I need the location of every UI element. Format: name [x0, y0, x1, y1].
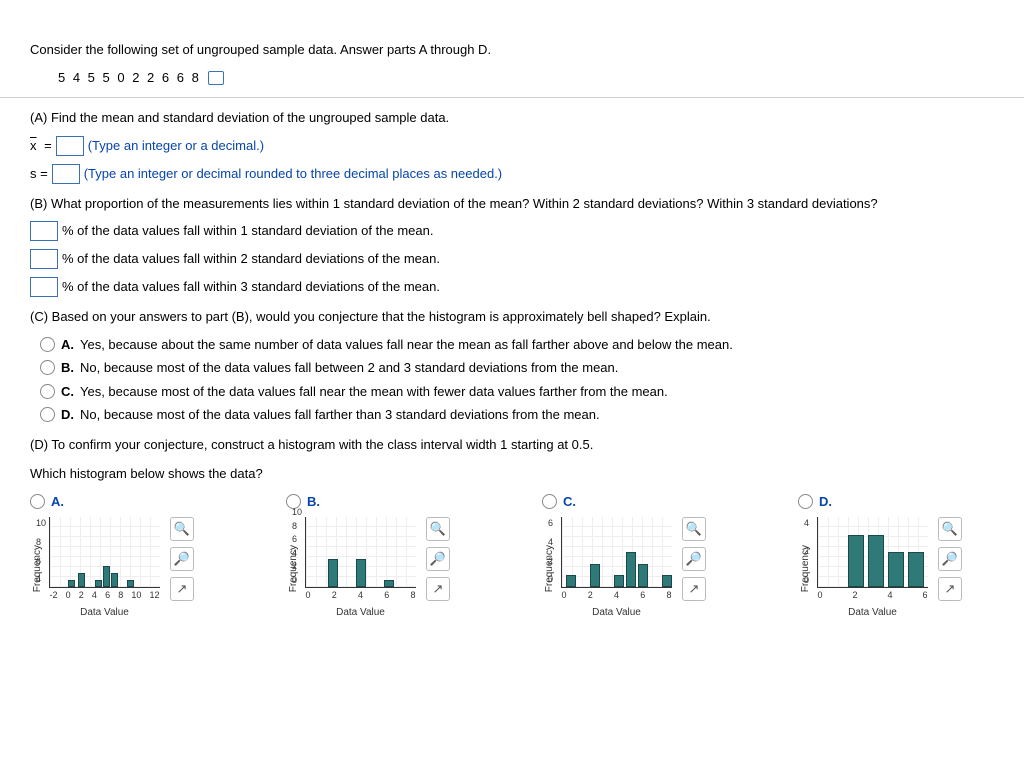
zoom-in-icon[interactable]: 🔍 — [170, 517, 194, 541]
zoom-in-icon[interactable]: 🔍 — [426, 517, 450, 541]
zoom-out-icon[interactable]: 🔎 — [938, 547, 962, 571]
chart-option-label: C. — [563, 492, 576, 512]
sd3-input[interactable] — [30, 277, 58, 297]
chart-option-label: D. — [819, 492, 832, 512]
part-c-option[interactable]: D. No, because most of the data values fa… — [40, 405, 994, 425]
s-label: s = — [30, 164, 48, 184]
radio-icon[interactable] — [542, 494, 557, 509]
histogram-bar — [868, 535, 884, 588]
zoom-in-icon[interactable]: 🔍 — [682, 517, 706, 541]
radio-icon[interactable] — [40, 360, 55, 375]
radio-icon[interactable] — [40, 337, 55, 352]
chart-options-row: A.Frequency46810-2024681012Data Value🔍🔎↗… — [30, 492, 994, 620]
part-d-prompt1: (D) To confirm your conjecture, construc… — [30, 435, 994, 455]
histogram-bar — [848, 535, 864, 588]
radio-icon[interactable] — [40, 407, 55, 422]
option-text: Yes, because about the same number of da… — [80, 335, 733, 355]
option-label: A. — [61, 335, 74, 355]
copy-icon[interactable] — [208, 71, 224, 85]
zoom-out-icon[interactable]: 🔎 — [170, 547, 194, 571]
histogram-bar — [127, 580, 134, 587]
histogram-bar — [111, 573, 118, 587]
option-text: No, because most of the data values fall… — [80, 358, 618, 378]
option-label: C. — [61, 382, 74, 402]
x-axis-label: Data Value — [336, 605, 385, 620]
option-label: B. — [61, 358, 74, 378]
radio-icon[interactable] — [30, 494, 45, 509]
sd3-text: % of the data values fall within 3 stand… — [62, 277, 440, 297]
radio-icon[interactable] — [40, 384, 55, 399]
histogram-bar — [590, 564, 600, 587]
chart-option-label: A. — [51, 492, 64, 512]
chart-option[interactable]: B.Frequency024681002468Data Value🔍🔎↗ — [286, 492, 482, 620]
popout-icon[interactable]: ↗ — [170, 577, 194, 601]
option-text: No, because most of the data values fall… — [80, 405, 600, 425]
x-axis-label: Data Value — [848, 605, 897, 620]
popout-icon[interactable]: ↗ — [426, 577, 450, 601]
sample-data: 5 4 5 5 0 2 2 6 6 8 — [58, 68, 994, 88]
part-c-option[interactable]: B. No, because most of the data values fa… — [40, 358, 994, 378]
part-c-option[interactable]: C. Yes, because most of the data values f… — [40, 382, 994, 402]
histogram-plot: 46810 — [49, 517, 160, 588]
sd1-input[interactable] — [30, 221, 58, 241]
s-row: s = (Type an integer or decimal rounded … — [30, 164, 994, 184]
zoom-out-icon[interactable]: 🔎 — [682, 547, 706, 571]
s-hint: (Type an integer or decimal rounded to t… — [84, 164, 502, 184]
sd2-input[interactable] — [30, 249, 58, 269]
histogram-bar — [566, 575, 576, 587]
popout-icon[interactable]: ↗ — [682, 577, 706, 601]
xbar-input[interactable] — [56, 136, 84, 156]
histogram-bar — [662, 575, 672, 587]
separator — [0, 97, 1024, 98]
part-c-options: A. Yes, because about the same number of … — [40, 335, 994, 425]
part-a-prompt: (A) Find the mean and standard deviation… — [30, 108, 994, 128]
chart-option[interactable]: C.Frequency024602468Data Value🔍🔎↗ — [542, 492, 738, 620]
histogram-bar — [638, 564, 648, 587]
histogram-bar — [888, 552, 904, 587]
chart-option[interactable]: A.Frequency46810-2024681012Data Value🔍🔎↗ — [30, 492, 226, 620]
chart-option[interactable]: D.Frequency0240246Data Value🔍🔎↗ — [798, 492, 994, 620]
xbar-hint: (Type an integer or a decimal.) — [88, 136, 264, 156]
histogram-bar — [95, 580, 102, 587]
radio-icon[interactable] — [798, 494, 813, 509]
zoom-in-icon[interactable]: 🔍 — [938, 517, 962, 541]
histogram-bar — [384, 580, 394, 587]
histogram-plot: 0246 — [561, 517, 672, 588]
histogram-bar — [626, 552, 636, 587]
popout-icon[interactable]: ↗ — [938, 577, 962, 601]
histogram-bar — [103, 566, 110, 587]
histogram-plot: 024 — [817, 517, 928, 588]
sd2-text: % of the data values fall within 2 stand… — [62, 249, 440, 269]
intro-text: Consider the following set of ungrouped … — [30, 40, 994, 60]
histogram-bar — [328, 559, 338, 587]
histogram-bar — [78, 573, 85, 587]
sd1-text: % of the data values fall within 1 stand… — [62, 221, 433, 241]
zoom-out-icon[interactable]: 🔎 — [426, 547, 450, 571]
part-d-prompt2: Which histogram below shows the data? — [30, 464, 994, 484]
chart-option-label: B. — [307, 492, 320, 512]
histogram-bar — [356, 559, 366, 587]
s-input[interactable] — [52, 164, 80, 184]
part-c-prompt: (C) Based on your answers to part (B), w… — [30, 307, 994, 327]
x-axis-label: Data Value — [80, 605, 129, 620]
histogram-bar — [68, 580, 75, 587]
histogram-bar — [614, 575, 624, 587]
xbar-label: x — [30, 136, 37, 156]
histogram-plot: 0246810 — [305, 517, 416, 588]
histogram-bar — [908, 552, 924, 587]
xbar-row: x = (Type an integer or a decimal.) — [30, 136, 994, 156]
x-axis-label: Data Value — [592, 605, 641, 620]
part-b-prompt: (B) What proportion of the measurements … — [30, 194, 994, 214]
option-text: Yes, because most of the data values fal… — [80, 382, 668, 402]
option-label: D. — [61, 405, 74, 425]
part-c-option[interactable]: A. Yes, because about the same number of … — [40, 335, 994, 355]
